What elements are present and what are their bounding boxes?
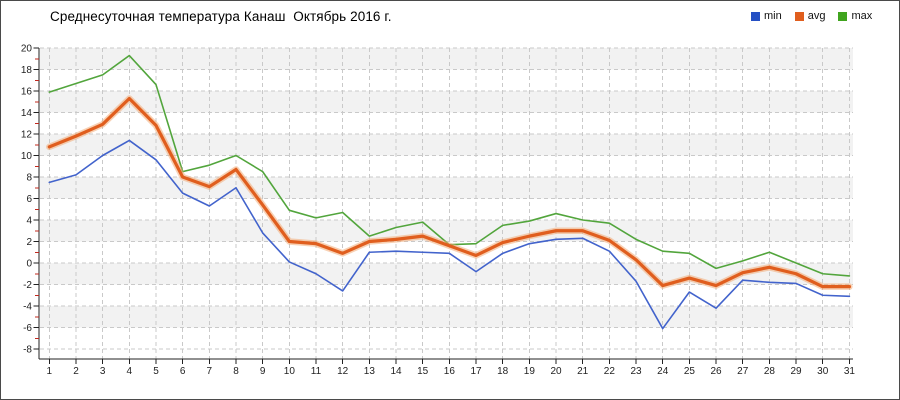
axes	[38, 48, 853, 360]
svg-text:16: 16	[444, 366, 456, 377]
legend-label-max: max	[851, 10, 873, 22]
svg-text:23: 23	[630, 366, 642, 377]
svg-text:5: 5	[153, 366, 159, 377]
svg-text:18: 18	[21, 65, 33, 76]
svg-text:8: 8	[26, 173, 32, 184]
svg-text:12: 12	[337, 366, 349, 377]
svg-text:9: 9	[260, 366, 266, 377]
svg-text:7: 7	[207, 366, 213, 377]
svg-text:10: 10	[284, 366, 296, 377]
svg-text:12: 12	[21, 130, 33, 141]
svg-text:21: 21	[577, 366, 589, 377]
svg-text:4: 4	[26, 216, 32, 227]
svg-text:-6: -6	[23, 323, 32, 334]
min-series-swatch	[751, 11, 760, 21]
svg-text:19: 19	[524, 366, 536, 377]
svg-text:18: 18	[497, 366, 509, 377]
legend-item-avg[interactable]: avg	[794, 10, 826, 22]
svg-text:14: 14	[390, 366, 402, 377]
max-series-swatch	[838, 11, 848, 21]
svg-text:-2: -2	[23, 280, 32, 291]
svg-text:27: 27	[737, 366, 749, 377]
series-lines	[46, 54, 853, 330]
svg-text:14: 14	[21, 108, 33, 119]
svg-text:2: 2	[26, 237, 32, 248]
svg-text:31: 31	[844, 366, 856, 377]
svg-text:4: 4	[127, 366, 133, 377]
svg-text:20: 20	[21, 44, 33, 55]
svg-text:2: 2	[73, 366, 79, 377]
svg-text:26: 26	[710, 366, 722, 377]
avg-series-swatch	[794, 11, 804, 21]
svg-text:8: 8	[233, 366, 239, 377]
svg-text:10: 10	[21, 151, 33, 162]
svg-text:30: 30	[817, 366, 829, 377]
avg-series-line	[47, 96, 852, 289]
svg-text:28: 28	[764, 366, 776, 377]
svg-text:6: 6	[180, 366, 186, 377]
svg-text:29: 29	[790, 366, 802, 377]
svg-text:13: 13	[364, 366, 376, 377]
legend-item-min[interactable]: min	[751, 10, 782, 22]
gridlines	[40, 47, 853, 359]
svg-text:22: 22	[604, 366, 616, 377]
min-series-line	[48, 139, 851, 330]
chart-title: Среднесуточная температура Канаш Октябрь…	[50, 9, 392, 24]
svg-text:24: 24	[657, 366, 669, 377]
svg-text:6: 6	[26, 194, 32, 205]
legend-label-min: min	[764, 10, 782, 22]
svg-text:11: 11	[311, 366, 322, 377]
svg-text:0: 0	[26, 259, 32, 270]
svg-text:-4: -4	[23, 302, 32, 313]
svg-text:-8: -8	[23, 345, 32, 356]
plot-bands	[40, 48, 853, 349]
svg-text:1: 1	[47, 366, 53, 377]
chart-legend: min avg max	[751, 10, 872, 22]
x-axis-ticks-labels: 1 2 3 4 5 6 7 8 9 10 11 12 13 14 15 16 17 18 19 20 21 22 23 24 2…	[47, 359, 856, 377]
svg-text:15: 15	[417, 366, 429, 377]
svg-text:20: 20	[550, 366, 562, 377]
svg-text:17: 17	[470, 366, 482, 377]
legend-item-max[interactable]: max	[838, 10, 872, 22]
svg-text:25: 25	[684, 366, 696, 377]
legend-label-avg: avg	[807, 10, 826, 22]
svg-text:3: 3	[100, 366, 106, 377]
svg-text:16: 16	[21, 87, 33, 98]
